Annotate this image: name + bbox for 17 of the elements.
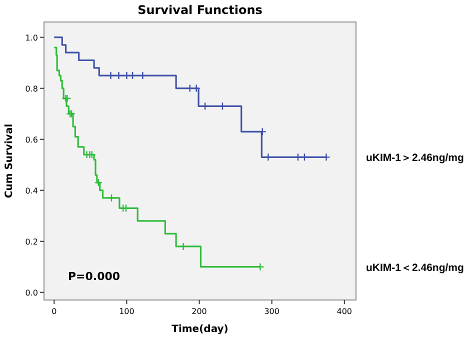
text: uKIM-1＜2.46ng/mg: [366, 262, 464, 274]
y-tick-label: 0.8: [25, 84, 38, 94]
x-tick-label: 400: [336, 307, 352, 316]
y-tick-label: 0.6: [25, 135, 38, 144]
x-tick-label: 200: [192, 307, 207, 316]
y-tick-label: 1.0: [25, 33, 38, 42]
x-tick-label: 0: [52, 307, 57, 316]
x-axis-title: Time(day): [172, 324, 228, 335]
y-tick-label: 0.2: [25, 237, 38, 246]
chart-title: Survival Functions: [138, 3, 262, 17]
x-tick-label: 300: [264, 307, 280, 316]
y-tick-label: 0.4: [25, 186, 38, 196]
y-tick-label: 0.0: [25, 288, 38, 298]
annotation: P=0.000: [68, 270, 120, 283]
x-tick-label: 100: [119, 307, 134, 316]
text: uKIM-1＞2.46ng/mg: [366, 152, 464, 164]
y-axis-title: Cum Survival: [4, 124, 15, 198]
